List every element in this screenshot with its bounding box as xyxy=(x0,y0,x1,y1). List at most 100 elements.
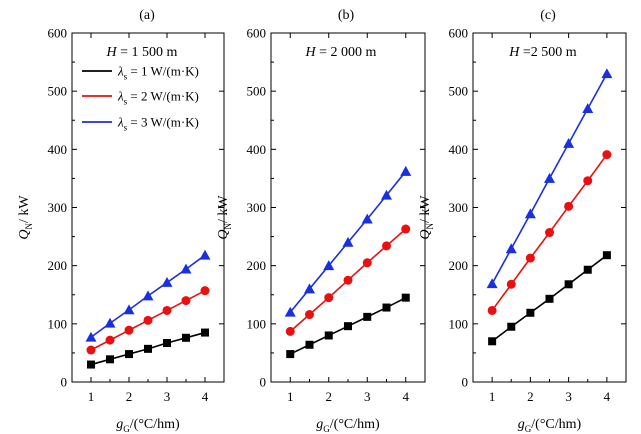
data-point-1 xyxy=(201,328,209,337)
data-point-3 xyxy=(544,172,555,183)
data-point-1 xyxy=(488,337,497,346)
panel-title: (b) xyxy=(338,8,355,23)
data-point-1 xyxy=(545,294,554,303)
y-tick-label: 300 xyxy=(48,200,68,215)
y-tick-label: 400 xyxy=(48,142,68,157)
data-point-2 xyxy=(162,305,172,315)
y-tick-label: 100 xyxy=(449,316,469,331)
data-point-1 xyxy=(286,350,295,359)
data-point-2 xyxy=(181,296,191,306)
x-tick-label: 3 xyxy=(565,389,572,404)
data-point-1 xyxy=(564,280,573,289)
data-point-2 xyxy=(105,335,115,345)
x-axis-title: gG/(°C/hm) xyxy=(518,417,582,434)
x-tick-label: 2 xyxy=(527,389,534,404)
y-tick-label: 300 xyxy=(449,200,469,215)
data-point-2 xyxy=(285,326,295,336)
y-tick-label: 500 xyxy=(48,84,68,99)
y-axis-title: QN/ kW xyxy=(418,195,435,240)
data-point-3 xyxy=(323,260,335,271)
data-point-2 xyxy=(143,315,153,325)
data-point-1 xyxy=(344,322,352,331)
panel-title: (c) xyxy=(540,8,556,23)
data-point-3 xyxy=(104,317,116,328)
y-tick-label: 0 xyxy=(462,375,469,390)
x-tick-label: 3 xyxy=(164,389,171,404)
data-point-1 xyxy=(305,340,314,349)
data-point-2 xyxy=(545,228,554,238)
depth-annotation: H =2 500 m xyxy=(508,45,577,60)
data-point-3 xyxy=(284,306,296,317)
x-tick-label: 1 xyxy=(489,389,496,404)
data-point-2 xyxy=(487,305,497,315)
y-tick-label: 300 xyxy=(247,200,267,215)
data-point-1 xyxy=(583,265,592,274)
x-axis-title: gG/(°C/hm) xyxy=(316,417,380,434)
legend-label-2: λs = 2 W/(m·K) xyxy=(117,89,199,107)
data-point-3 xyxy=(180,263,192,274)
data-point-3 xyxy=(400,165,412,176)
y-tick-label: 100 xyxy=(247,316,267,331)
x-axis-title: gG/(°C/hm) xyxy=(116,417,180,434)
y-tick-label: 600 xyxy=(449,26,469,41)
y-tick-label: 400 xyxy=(247,142,267,157)
data-point-2 xyxy=(506,279,516,289)
data-point-3 xyxy=(85,331,97,342)
data-point-2 xyxy=(324,293,334,303)
data-point-1 xyxy=(125,350,133,359)
data-point-3 xyxy=(199,249,211,260)
y-tick-label: 600 xyxy=(48,26,68,41)
data-point-3 xyxy=(486,278,498,289)
data-point-3 xyxy=(342,236,354,247)
data-point-1 xyxy=(401,293,410,302)
data-point-3 xyxy=(123,304,135,315)
data-point-3 xyxy=(505,243,517,254)
depth-annotation: H = 1 500 m xyxy=(106,45,178,60)
data-point-3 xyxy=(582,103,594,114)
y-tick-label: 0 xyxy=(260,375,267,390)
legend: λs = 1 W/(m·K) λs = 2 W/(m·K) λs = 3 W/(m·… xyxy=(82,64,199,133)
x-tick-label: 4 xyxy=(403,389,410,404)
y-tick-label: 400 xyxy=(449,142,469,157)
data-point-2 xyxy=(343,275,353,285)
data-point-3 xyxy=(381,189,392,200)
data-point-3 xyxy=(161,277,173,287)
data-point-3 xyxy=(601,68,613,79)
data-point-2 xyxy=(401,224,411,234)
data-point-1 xyxy=(324,331,333,340)
y-tick-label: 200 xyxy=(449,258,469,273)
data-point-1 xyxy=(507,322,516,331)
data-point-3 xyxy=(563,138,575,148)
data-point-2 xyxy=(362,258,372,268)
y-tick-label: 500 xyxy=(247,84,267,99)
data-point-2 xyxy=(525,253,535,263)
x-tick-label: 2 xyxy=(126,389,133,404)
data-point-2 xyxy=(124,325,134,335)
data-point-3 xyxy=(304,283,315,294)
chart-panel-2: (b) 0 100 200 300 400 500 600 1 2 3 4 QN/ kW gG/(°C/h… xyxy=(216,8,426,434)
data-point-1 xyxy=(382,303,391,312)
legend-label-3: λs = 3 W/(m·K) xyxy=(117,115,199,133)
y-axis-title: QN/ kW xyxy=(17,195,34,240)
data-point-2 xyxy=(564,201,574,211)
plot-frame xyxy=(472,32,627,383)
data-point-1 xyxy=(526,308,535,317)
y-tick-label: 100 xyxy=(48,316,68,331)
y-tick-label: 200 xyxy=(247,258,267,273)
y-tick-label: 600 xyxy=(247,26,267,41)
x-tick-label: 4 xyxy=(202,389,209,404)
data-point-3 xyxy=(361,213,373,224)
y-tick-label: 200 xyxy=(48,258,68,273)
data-point-1 xyxy=(363,312,372,321)
data-point-3 xyxy=(524,208,536,219)
y-tick-label: 500 xyxy=(449,84,469,99)
data-point-1 xyxy=(144,344,152,353)
data-point-2 xyxy=(583,176,593,186)
x-tick-label: 1 xyxy=(287,389,294,404)
chart-panel-1: (a) 0 100 200 300 400 500 600 1 2 3 4 QN/ kW gG/(°C/h… xyxy=(17,8,225,434)
depth-annotation: H = 2 000 m xyxy=(305,45,377,60)
data-point-2 xyxy=(602,150,612,160)
y-tick-label: 0 xyxy=(61,375,68,390)
